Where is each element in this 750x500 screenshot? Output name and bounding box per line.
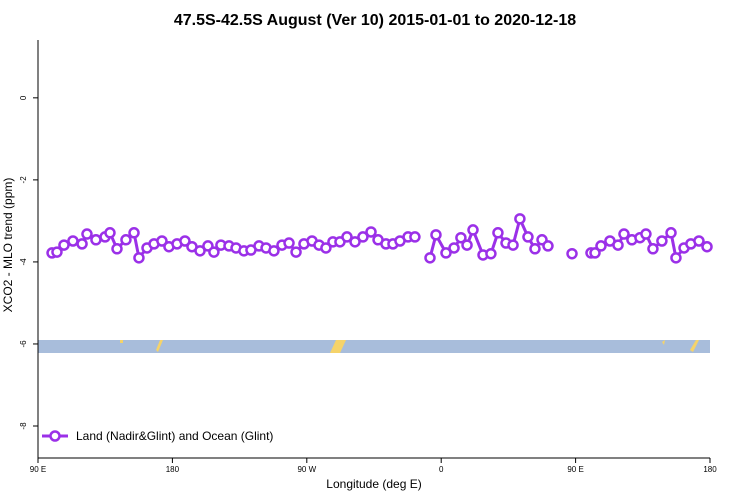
data-point [111,243,123,255]
data-point [693,235,705,247]
data-point [618,228,630,240]
data-point [341,231,353,243]
data-point [656,235,668,247]
data-point [461,239,473,251]
legend-label: Land (Nadir&Glint) and Ocean (Glint) [76,429,273,443]
x-tick-label: 180 [166,465,180,474]
data-point [640,228,652,240]
data-point [701,240,713,253]
data-point [409,231,421,243]
data-point [589,247,601,259]
data-point [156,235,168,247]
data-point [612,239,624,251]
data-point [128,227,140,239]
land-patches [120,340,699,353]
data-point [365,226,377,238]
data-point [120,234,132,246]
data-point [440,247,452,259]
surface-band [38,340,710,353]
data-point [208,246,220,258]
data-point [514,213,526,225]
data-point [349,236,361,248]
data-point [647,243,659,255]
data-point [670,252,682,264]
y-tick-label: -4 [19,258,28,266]
legend-marker [49,430,61,442]
data-point [529,243,541,255]
y-tick-label: 0 [19,95,28,100]
data-point [485,247,497,260]
data-point [357,231,369,243]
y-tick-label: -2 [19,176,28,184]
data-point [595,240,607,252]
data-point [455,231,467,244]
x-tick-label: 90 W [297,465,316,474]
data-point [194,245,206,257]
data-point [58,239,70,251]
data-point [522,231,534,243]
data-point [290,246,302,258]
y-tick-label: -8 [19,422,28,430]
y-axis-label: XCO2 - MLO trend (ppm) [1,178,15,313]
x-axis-label: Longitude (deg E) [326,477,421,491]
y-tick-label: -6 [19,340,28,348]
data-point [430,229,442,241]
x-tick-label: 180 [703,465,717,474]
x-tick-label: 90 E [567,465,583,474]
data-point [320,242,332,254]
data-point [542,240,554,252]
data-point [566,247,578,260]
data-point [492,227,504,239]
data-point [268,245,280,257]
data-point [81,228,93,240]
data-point [179,235,191,247]
data-point [507,239,519,251]
data-point [467,224,479,236]
data-point [90,234,102,246]
x-tick-label: 0 [439,465,444,474]
data-point [448,242,460,254]
data-point [104,227,116,239]
legend: Land (Nadir&Glint) and Ocean (Glint) [42,429,273,443]
data-point [133,252,145,264]
data-point [76,238,88,250]
x-tick-label: 90 E [30,465,46,474]
data-point [51,246,63,258]
chart-title: 47.5S-42.5S August (Ver 10) 2015-01-01 t… [174,12,576,29]
data-point [283,237,295,249]
data-point [67,235,79,247]
data-point [665,227,677,239]
data-point [424,252,436,264]
